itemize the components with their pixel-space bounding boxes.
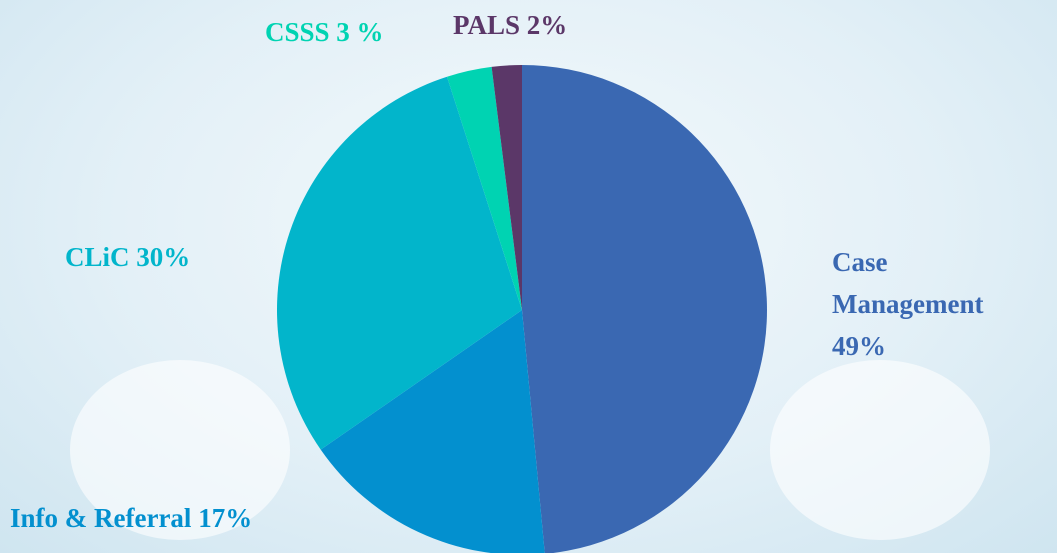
category-name: CLiC [65, 242, 130, 272]
value-label: 3 % [336, 17, 383, 47]
pie-slice [522, 65, 767, 553]
value-label: 49% [832, 325, 1032, 367]
value-label: 2% [527, 10, 568, 40]
value-label: 17% [198, 503, 252, 533]
page: (() => { const data = JSON.parse(documen… [0, 0, 1057, 553]
value-label: 30% [136, 242, 190, 272]
category-name: Info & Referral [10, 503, 191, 533]
category-name: CSSS [265, 17, 330, 47]
slice-label: Case Management 49% [832, 241, 1032, 367]
category-name: PALS [453, 10, 520, 40]
category-name: Case Management [832, 247, 983, 319]
background-shape [770, 360, 990, 540]
